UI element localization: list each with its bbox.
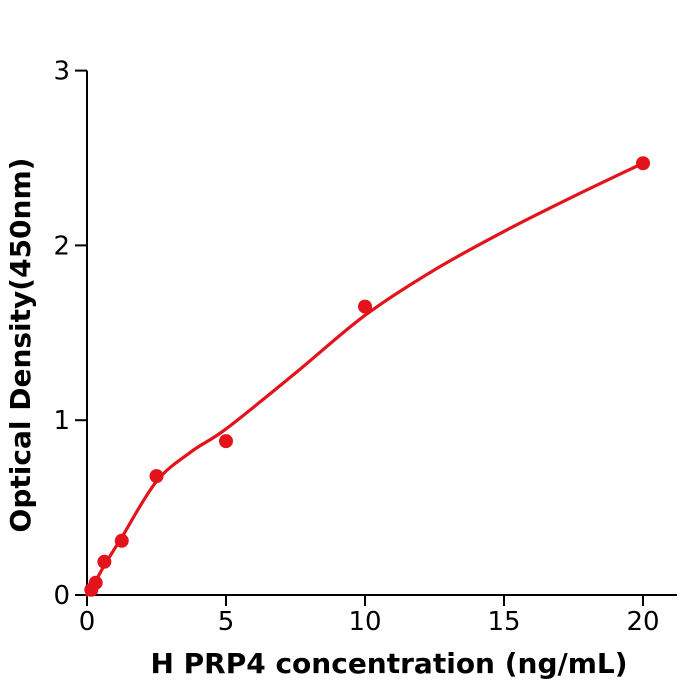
tick-labels: 0 1 2 3 0 5 10 15 20: [53, 57, 659, 637]
x-tick-label: 20: [626, 607, 659, 637]
data-point-marker: [636, 156, 650, 171]
y-tick-label: 1: [53, 406, 70, 436]
y-tick-label: 2: [53, 231, 70, 261]
x-tick-label: 5: [218, 607, 235, 637]
data-point-marker: [358, 299, 372, 314]
standard-curve-line: [85, 161, 645, 597]
y-tick-label: 0: [53, 581, 70, 611]
axes: [75, 69, 677, 606]
fit-curve: [85, 161, 645, 597]
data-point-marker: [149, 469, 164, 484]
data-point-marker: [97, 554, 112, 569]
x-tick-label: 0: [79, 607, 96, 637]
x-tick-label: 15: [487, 607, 520, 637]
y-tick-label: 3: [53, 57, 70, 87]
data-point-marker: [88, 575, 103, 590]
x-tick-label: 10: [348, 607, 381, 637]
data-point-marker: [219, 434, 233, 449]
data-point-marker: [114, 533, 129, 548]
y-axis-title: Optical Density(450nm): [4, 158, 37, 533]
x-axis-title: H PRP4 concentration (ng/mL): [150, 647, 627, 680]
data-points: [84, 156, 650, 597]
